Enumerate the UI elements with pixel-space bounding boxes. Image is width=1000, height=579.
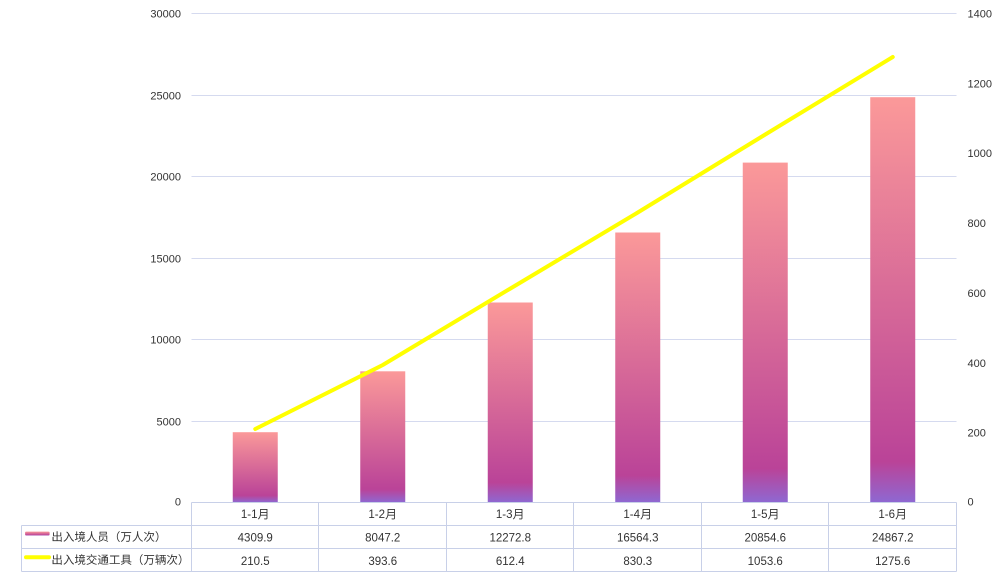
- svg-text:0: 0: [968, 497, 974, 509]
- svg-text:15000: 15000: [150, 254, 181, 266]
- svg-text:612.4: 612.4: [496, 556, 525, 568]
- svg-text:30000: 30000: [150, 9, 181, 21]
- svg-text:1-2: 1-2: [368, 509, 385, 521]
- svg-text:1053.6: 1053.6: [748, 556, 783, 568]
- svg-text:20854.6: 20854.6: [744, 533, 786, 545]
- svg-text:20000: 20000: [150, 172, 181, 184]
- svg-text:10000: 10000: [150, 335, 181, 347]
- svg-text:1200: 1200: [968, 78, 992, 90]
- svg-text:24867.2: 24867.2: [872, 533, 914, 545]
- svg-text:1400: 1400: [968, 9, 992, 21]
- svg-text:1-3: 1-3: [496, 509, 513, 521]
- svg-text:16564.3: 16564.3: [617, 533, 659, 545]
- svg-text:210.5: 210.5: [241, 556, 270, 568]
- svg-text:1-1: 1-1: [241, 509, 258, 521]
- svg-text:1000: 1000: [968, 148, 992, 160]
- svg-text:1-5: 1-5: [751, 509, 768, 521]
- svg-text:1-6: 1-6: [878, 509, 895, 521]
- svg-text:1-4: 1-4: [623, 509, 640, 521]
- svg-text:5000: 5000: [157, 417, 181, 429]
- svg-text:25000: 25000: [150, 91, 181, 103]
- svg-text:600: 600: [968, 288, 986, 300]
- svg-text:200: 200: [968, 428, 986, 440]
- svg-text:1275.6: 1275.6: [875, 556, 910, 568]
- svg-text:393.6: 393.6: [368, 556, 397, 568]
- svg-text:8047.2: 8047.2: [365, 533, 400, 545]
- svg-text:4309.9: 4309.9: [238, 533, 273, 545]
- svg-text:800: 800: [968, 218, 986, 230]
- svg-text:0: 0: [175, 497, 181, 509]
- svg-text:12272.8: 12272.8: [489, 533, 531, 545]
- svg-text:830.3: 830.3: [623, 556, 652, 568]
- svg-text:400: 400: [968, 358, 986, 370]
